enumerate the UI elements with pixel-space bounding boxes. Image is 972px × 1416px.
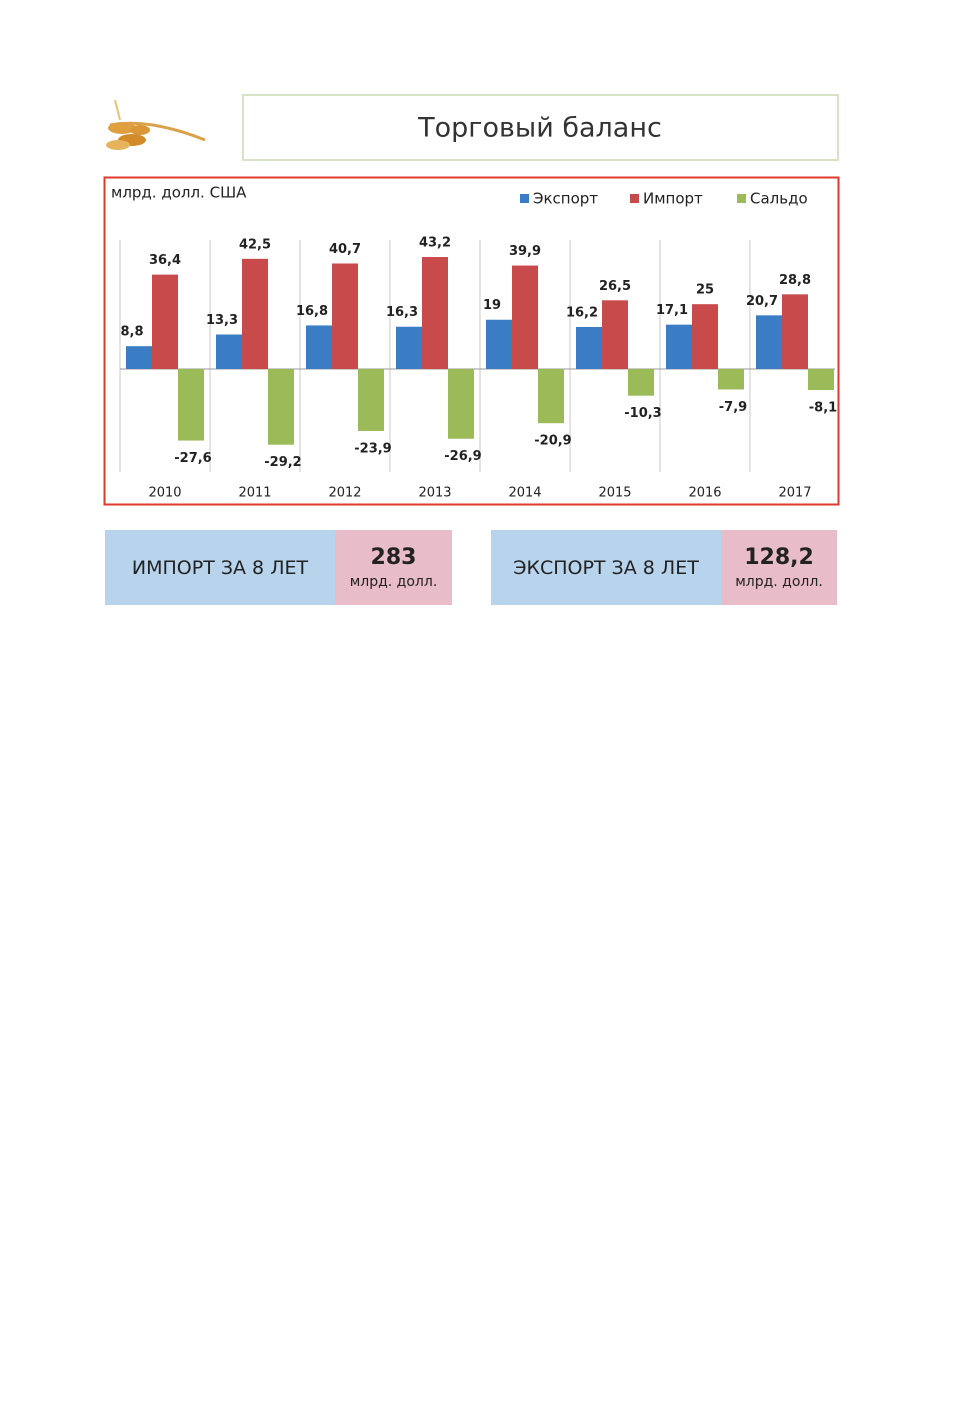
bar bbox=[576, 327, 602, 369]
summary-label: ИМПОРТ ЗА 8 ЛЕТ bbox=[105, 530, 335, 605]
value-label: 19 bbox=[483, 298, 501, 313]
bar bbox=[486, 319, 512, 369]
bar bbox=[268, 369, 294, 445]
legend-swatch bbox=[630, 194, 639, 203]
value-label: 13,3 bbox=[206, 313, 238, 328]
value-label: 26,5 bbox=[599, 279, 631, 294]
page-title: Торговый баланс bbox=[417, 113, 662, 144]
bar bbox=[358, 369, 384, 431]
x-tick-label: 2013 bbox=[418, 486, 451, 501]
x-tick-label: 2016 bbox=[688, 486, 721, 501]
summary-import: ИМПОРТ ЗА 8 ЛЕТ 283 млрд. долл. bbox=[105, 530, 452, 605]
title-box bbox=[242, 94, 839, 161]
value-label: -26,9 bbox=[444, 449, 481, 464]
value-label: 17,1 bbox=[656, 303, 688, 318]
legend-label: Сальдо bbox=[750, 190, 808, 208]
bar bbox=[152, 274, 178, 369]
x-tick-label: 2011 bbox=[238, 486, 271, 501]
bar bbox=[718, 369, 744, 390]
value-label: 16,3 bbox=[386, 305, 418, 320]
bar bbox=[396, 326, 422, 369]
summary-value-box: 283 млрд. долл. bbox=[335, 530, 452, 605]
value-label: -7,9 bbox=[719, 400, 747, 415]
bar bbox=[808, 369, 834, 390]
bar bbox=[178, 369, 204, 441]
value-label: 8,8 bbox=[120, 325, 143, 340]
bar bbox=[306, 325, 332, 369]
bar bbox=[782, 294, 808, 369]
wheat-icon bbox=[106, 99, 206, 150]
legend-swatch bbox=[520, 194, 529, 203]
chart: Торговый баланс млрд. долл. США Экспорт И… bbox=[103, 94, 840, 506]
value-label: 20,7 bbox=[746, 294, 778, 309]
value-label: 28,8 bbox=[779, 273, 811, 288]
value-label: 43,2 bbox=[419, 236, 451, 251]
bar bbox=[512, 265, 538, 369]
bar bbox=[666, 324, 692, 369]
summary-export: ЭКСПОРТ ЗА 8 ЛЕТ 128,2 млрд. долл. bbox=[491, 530, 837, 605]
bar bbox=[216, 334, 242, 369]
bar bbox=[756, 315, 782, 369]
bar bbox=[332, 263, 358, 369]
x-tick-label: 2014 bbox=[508, 486, 541, 501]
bar bbox=[422, 257, 448, 369]
value-label: -27,6 bbox=[174, 451, 211, 466]
summary-unit: млрд. долл. bbox=[349, 574, 438, 590]
x-tick-label: 2012 bbox=[328, 486, 361, 501]
x-tick-label: 2010 bbox=[148, 486, 181, 501]
bar bbox=[692, 304, 718, 369]
summary-value-box: 128,2 млрд. долл. bbox=[721, 530, 837, 605]
legend-label: Импорт bbox=[643, 190, 703, 208]
legend-label: Экспорт bbox=[533, 190, 598, 208]
bar bbox=[242, 258, 268, 369]
summary-value: 128,2 bbox=[744, 545, 814, 570]
unit-label: млрд. долл. США bbox=[111, 184, 247, 202]
summary-value: 283 bbox=[370, 545, 417, 570]
x-tick-label: 2017 bbox=[778, 486, 811, 501]
value-label: 39,9 bbox=[509, 244, 541, 259]
bar bbox=[126, 346, 152, 369]
summary-label: ЭКСПОРТ ЗА 8 ЛЕТ bbox=[491, 530, 721, 605]
value-label: 36,4 bbox=[149, 253, 181, 268]
value-label: 40,7 bbox=[329, 242, 361, 257]
bar bbox=[538, 369, 564, 424]
bar bbox=[628, 369, 654, 396]
value-label: 16,8 bbox=[296, 304, 328, 319]
value-label: -29,2 bbox=[264, 455, 301, 470]
value-label: -8,1 bbox=[809, 401, 837, 416]
value-label: 25 bbox=[696, 283, 714, 298]
bar bbox=[602, 300, 628, 369]
summary-unit: млрд. долл. bbox=[735, 574, 823, 590]
value-label: -20,9 bbox=[534, 434, 571, 449]
legend-swatch bbox=[737, 194, 746, 203]
value-label: 16,2 bbox=[566, 306, 598, 321]
value-label: 42,5 bbox=[239, 237, 271, 252]
x-tick-label: 2015 bbox=[598, 486, 631, 501]
bar bbox=[448, 369, 474, 439]
value-label: -23,9 bbox=[354, 441, 391, 456]
value-label: -10,3 bbox=[624, 406, 661, 421]
